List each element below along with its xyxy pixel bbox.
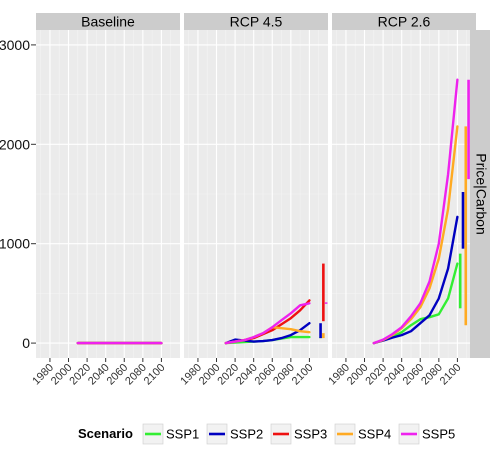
x-tick-label: 2100 (290, 362, 316, 388)
panel-title: Baseline (81, 14, 135, 30)
y-tick-label: 3000 (0, 37, 30, 53)
legend: Scenario SSP1 SSP2 SSP3 SSP4 SSP5 (78, 424, 455, 444)
y-tick-label: 0 (22, 335, 30, 351)
legend-title: Scenario (78, 426, 133, 441)
panel-title: RCP 4.5 (230, 14, 283, 30)
y-axis: 0 1000 2000 3000 (0, 37, 36, 351)
legend-label-ssp4: SSP4 (358, 427, 391, 442)
panels-layer: Baseline1980200020202040206020802100RCP … (30, 13, 476, 387)
right-strip-layer: Price|Carbon (470, 30, 490, 358)
x-tick-label: 2100 (438, 362, 464, 388)
legend-label-ssp3: SSP3 (294, 427, 327, 442)
legend-label-ssp1: SSP1 (166, 427, 199, 442)
legend-label-ssp2: SSP2 (230, 427, 263, 442)
legend-label-ssp5: SSP5 (422, 427, 455, 442)
panel-title: RCP 2.6 (378, 14, 431, 30)
facet-strip-right-label: Price|Carbon (473, 153, 489, 234)
y-tick-label: 1000 (0, 236, 30, 252)
x-tick-label: 2100 (142, 362, 168, 388)
y-tick-label: 2000 (0, 136, 30, 152)
